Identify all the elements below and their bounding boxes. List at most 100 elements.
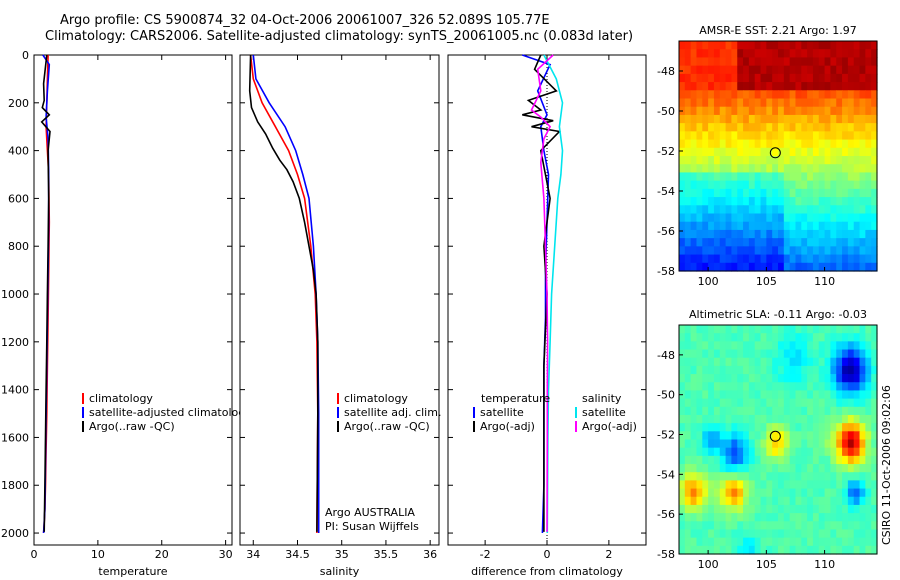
heatmap-cell xyxy=(871,188,878,198)
heatmap-cell xyxy=(760,172,767,182)
heatmap-cell xyxy=(847,188,855,198)
heatmap-cell xyxy=(824,374,832,383)
heatmap-cell xyxy=(737,221,744,231)
heatmap-cell xyxy=(731,406,738,416)
heatmap-cell xyxy=(713,205,721,215)
heatmap-cell xyxy=(847,480,855,490)
heatmap-cell xyxy=(818,131,826,141)
heatmap-cell xyxy=(783,365,791,375)
heatmap-cell xyxy=(818,114,826,124)
heatmap-cell xyxy=(708,423,715,432)
heatmap-cell xyxy=(807,414,814,424)
heatmap-cell xyxy=(807,197,814,206)
heatmap-cell xyxy=(853,197,861,206)
heatmap-cell xyxy=(696,447,703,457)
heatmap-cell xyxy=(778,521,785,531)
heatmap-cell xyxy=(818,98,826,108)
heatmap-cell xyxy=(772,390,779,400)
heatmap-cell xyxy=(731,431,738,441)
heatmap-cell xyxy=(690,447,698,457)
heatmap-cell xyxy=(865,147,872,157)
heatmap-cell xyxy=(725,406,733,416)
heatmap-cell xyxy=(859,513,866,522)
heatmap-cell xyxy=(859,114,866,124)
heatmap-cell xyxy=(731,164,738,174)
heatmap-cell xyxy=(679,114,686,124)
heatmap-cell xyxy=(772,139,779,149)
heatmap-cell xyxy=(871,382,878,392)
heatmap-cell xyxy=(812,513,820,522)
heatmap-cell xyxy=(783,172,791,182)
heatmap-cell xyxy=(836,41,843,50)
heatmap-cell xyxy=(737,139,744,149)
heatmap-cell xyxy=(713,406,721,416)
heatmap-cell xyxy=(754,254,762,264)
heatmap-cell xyxy=(766,131,773,141)
heatmap-cell xyxy=(818,414,826,424)
heatmap-cell xyxy=(830,365,837,375)
heatmap-cell xyxy=(865,374,872,383)
heatmap-cell xyxy=(824,131,832,141)
heatmap-cell xyxy=(766,262,773,272)
heatmap-cell xyxy=(847,333,855,342)
heatmap-cell xyxy=(713,147,721,157)
heatmap-cell xyxy=(847,82,855,91)
heatmap-cell xyxy=(853,447,861,457)
map-title: Altimetric SLA: -0.11 Argo: -0.03 xyxy=(689,308,867,321)
heatmap-cell xyxy=(731,341,738,351)
heatmap-cell xyxy=(708,382,715,392)
heatmap-cell xyxy=(812,114,820,124)
heatmap-cell xyxy=(719,447,727,457)
heatmap-cell xyxy=(778,82,785,91)
heatmap-cell xyxy=(754,41,762,50)
heatmap-cell xyxy=(859,221,866,231)
heatmap-cell xyxy=(824,180,832,190)
heatmap-cell xyxy=(847,172,855,182)
heatmap-cell xyxy=(783,455,791,465)
heatmap-cell xyxy=(818,513,826,522)
heatmap-cell xyxy=(818,82,826,91)
heatmap-cell xyxy=(713,398,721,408)
heatmap-cell xyxy=(789,521,797,531)
heatmap-cell xyxy=(824,65,832,75)
heatmap-cell xyxy=(708,188,715,198)
heatmap-cell xyxy=(853,41,861,50)
heatmap-cell xyxy=(766,545,773,555)
heatmap-cell xyxy=(778,504,785,514)
heatmap-cell xyxy=(789,172,797,182)
heatmap-cell xyxy=(754,521,762,531)
heatmap-cell xyxy=(812,123,820,132)
heatmap-cell xyxy=(859,238,866,247)
heatmap-cell xyxy=(760,537,767,547)
heatmap-cell xyxy=(865,423,872,432)
heatmap-cell xyxy=(754,82,762,91)
heatmap-cell xyxy=(713,496,721,506)
heatmap-cell xyxy=(842,213,849,223)
heatmap-cell xyxy=(696,374,703,383)
heatmap-cell xyxy=(696,147,703,157)
heatmap-cell xyxy=(766,464,773,473)
heatmap-cell xyxy=(836,537,843,547)
heatmap-cell xyxy=(719,406,727,416)
heatmap-cell xyxy=(743,213,750,223)
heatmap-cell xyxy=(713,472,721,481)
heatmap-cell xyxy=(684,90,692,100)
heatmap-cell xyxy=(725,398,733,408)
heatmap-cell xyxy=(719,537,727,547)
heatmap-cell xyxy=(772,357,779,367)
heatmap-cell xyxy=(830,221,837,231)
heatmap-cell xyxy=(830,123,837,132)
heatmap-cell xyxy=(847,390,855,400)
heatmap-cell xyxy=(853,180,861,190)
heatmap-cell xyxy=(737,205,744,215)
heatmap-cell xyxy=(725,496,733,506)
heatmap-cell xyxy=(702,341,709,351)
heatmap-cell xyxy=(865,414,872,424)
heatmap-cell xyxy=(859,229,866,239)
heatmap-cell xyxy=(859,106,866,116)
heatmap-cell xyxy=(795,73,802,83)
heatmap-cell xyxy=(824,398,832,408)
heatmap-cell xyxy=(748,439,756,449)
heatmap-cell xyxy=(731,325,738,334)
heatmap-cell xyxy=(830,341,837,351)
